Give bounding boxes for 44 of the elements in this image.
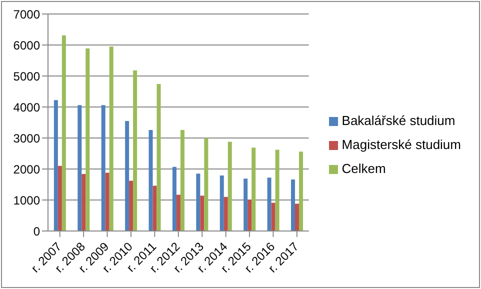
bar: [105, 172, 110, 231]
bar: [204, 138, 208, 231]
legend-label: Celkem: [342, 160, 386, 176]
bar: [172, 166, 176, 231]
bar: [200, 196, 204, 231]
y-tick-label: 0: [33, 224, 40, 238]
bar: [228, 142, 232, 231]
y-tick-label: 1000: [13, 193, 40, 208]
legend-label: Magisterské studium: [342, 136, 461, 152]
bar: [62, 35, 66, 231]
bar: [220, 176, 224, 231]
bar: [275, 150, 280, 231]
y-tick-label: 2000: [13, 162, 40, 176]
bar: [224, 196, 228, 231]
bar: [58, 166, 62, 231]
bar: [180, 130, 184, 231]
bar: [86, 48, 90, 231]
bar: [101, 105, 106, 231]
bar: [148, 130, 153, 231]
bar: [196, 174, 200, 231]
bar: [54, 100, 58, 231]
y-tick-label: 3000: [13, 131, 40, 146]
legend-label: Bakalářské studium: [342, 112, 456, 128]
bar: [109, 46, 114, 231]
bar: [244, 178, 248, 231]
bar: [248, 200, 252, 231]
bar: [291, 180, 295, 231]
y-tick-label: 5000: [13, 69, 40, 84]
y-tick-label: 6000: [13, 38, 40, 52]
bar: [299, 152, 303, 231]
bar: [125, 120, 130, 231]
bar: [252, 148, 256, 231]
y-tick-label: 4000: [13, 100, 40, 114]
bar: [295, 204, 299, 231]
y-tick-label: 7000: [13, 7, 40, 22]
bar: [133, 70, 138, 231]
bar: [82, 174, 86, 231]
bar: [152, 186, 157, 231]
bar: [267, 178, 272, 231]
bar: [271, 202, 276, 231]
bar: [129, 180, 134, 231]
bar: [176, 194, 180, 231]
bar: [156, 84, 161, 231]
bar: [78, 105, 82, 231]
